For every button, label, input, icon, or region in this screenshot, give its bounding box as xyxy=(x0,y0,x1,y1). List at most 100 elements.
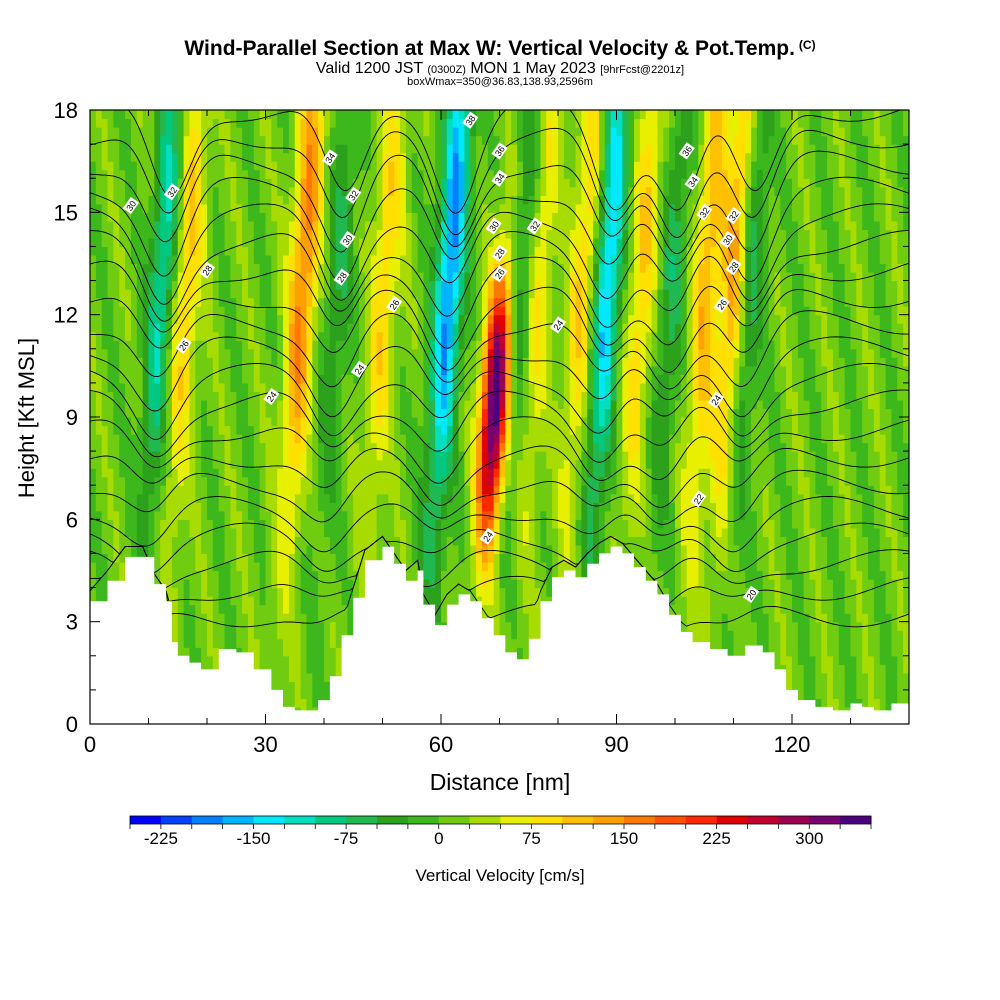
velocity-cell xyxy=(101,169,109,179)
velocity-cell xyxy=(288,493,296,503)
velocity-cell xyxy=(359,425,366,435)
velocity-cell xyxy=(195,331,202,341)
velocity-cell xyxy=(277,647,284,657)
velocity-cell xyxy=(446,152,454,162)
velocity-cell xyxy=(259,596,267,606)
velocity-cell xyxy=(148,263,155,273)
velocity-cell xyxy=(288,220,296,230)
velocity-cell xyxy=(312,314,319,324)
velocity-cell xyxy=(113,365,120,375)
velocity-cell xyxy=(446,127,454,137)
velocity-cell xyxy=(388,365,395,375)
velocity-cell xyxy=(324,280,331,290)
velocity-cell xyxy=(177,587,185,597)
velocity-cell xyxy=(335,323,343,333)
velocity-cell xyxy=(364,459,372,469)
velocity-cell xyxy=(212,237,220,248)
velocity-cell xyxy=(300,254,308,265)
velocity-cell xyxy=(458,289,465,299)
velocity-cell xyxy=(423,493,430,503)
velocity-cell xyxy=(441,408,448,418)
velocity-cell xyxy=(113,220,120,230)
velocity-cell xyxy=(265,417,272,427)
velocity-cell xyxy=(400,434,407,444)
velocity-cell xyxy=(376,314,384,324)
velocity-cell xyxy=(148,254,155,265)
velocity-cell xyxy=(195,442,202,452)
velocity-cell xyxy=(288,169,296,179)
velocity-cell xyxy=(160,570,167,580)
velocity-cell xyxy=(142,348,150,358)
velocity-cell xyxy=(364,536,372,546)
velocity-cell xyxy=(242,647,249,657)
velocity-cell xyxy=(464,144,471,154)
velocity-cell xyxy=(177,553,185,563)
velocity-cell xyxy=(359,527,366,537)
velocity-cell xyxy=(405,178,413,188)
velocity-cell xyxy=(452,144,460,154)
velocity-cell xyxy=(329,314,337,324)
velocity-cell xyxy=(166,289,173,299)
velocity-cell xyxy=(400,493,407,503)
velocity-cell xyxy=(283,613,290,623)
velocity-cell xyxy=(271,297,278,307)
velocity-cell xyxy=(329,451,337,461)
velocity-cell xyxy=(481,348,489,358)
velocity-cell xyxy=(107,527,114,537)
velocity-cell xyxy=(429,203,436,213)
velocity-cell xyxy=(452,254,460,265)
velocity-cell xyxy=(166,203,173,213)
velocity-cell xyxy=(242,468,249,478)
velocity-cell xyxy=(224,425,231,435)
velocity-cell xyxy=(277,118,284,128)
velocity-cell xyxy=(364,553,372,563)
velocity-cell xyxy=(113,254,120,265)
velocity-cell xyxy=(324,118,331,128)
velocity-cell xyxy=(324,263,331,273)
velocity-cell xyxy=(154,357,161,367)
velocity-cell xyxy=(476,451,483,461)
velocity-cell xyxy=(189,638,196,648)
velocity-cell xyxy=(306,493,313,503)
velocity-cell xyxy=(125,331,132,341)
velocity-cell xyxy=(370,254,378,265)
velocity-cell xyxy=(370,408,378,418)
velocity-cell xyxy=(224,212,231,222)
velocity-cell xyxy=(113,434,120,444)
velocity-cell xyxy=(277,212,284,222)
velocity-cell xyxy=(370,178,378,188)
velocity-cell xyxy=(224,587,231,597)
velocity-cell xyxy=(452,365,460,375)
velocity-cell xyxy=(300,553,308,563)
velocity-cell xyxy=(394,323,401,333)
velocity-cell xyxy=(388,485,395,495)
velocity-cell xyxy=(452,476,460,486)
velocity-cell xyxy=(487,203,495,213)
velocity-cell xyxy=(166,348,173,358)
velocity-cell xyxy=(218,434,226,444)
velocity-cell xyxy=(212,246,220,256)
velocity-cell xyxy=(341,553,348,563)
velocity-cell xyxy=(464,382,471,393)
velocity-cell xyxy=(470,382,477,393)
velocity-cell xyxy=(300,647,308,657)
velocity-cell xyxy=(283,570,290,580)
velocity-cell xyxy=(312,280,319,290)
velocity-cell xyxy=(171,493,179,503)
velocity-cell xyxy=(376,374,384,384)
velocity-cell xyxy=(329,468,337,478)
velocity-cell xyxy=(359,374,366,384)
velocity-cell xyxy=(242,365,249,375)
velocity-cell xyxy=(183,272,191,282)
velocity-cell xyxy=(329,536,337,546)
velocity-cell xyxy=(446,519,454,529)
velocity-cell xyxy=(335,519,343,529)
velocity-cell xyxy=(101,553,109,563)
velocity-cell xyxy=(212,289,220,299)
velocity-cell xyxy=(247,391,255,401)
velocity-cell xyxy=(119,348,126,358)
velocity-cell xyxy=(183,527,191,537)
velocity-cell xyxy=(265,536,272,546)
velocity-cell xyxy=(247,186,255,196)
velocity-cell xyxy=(458,570,465,580)
